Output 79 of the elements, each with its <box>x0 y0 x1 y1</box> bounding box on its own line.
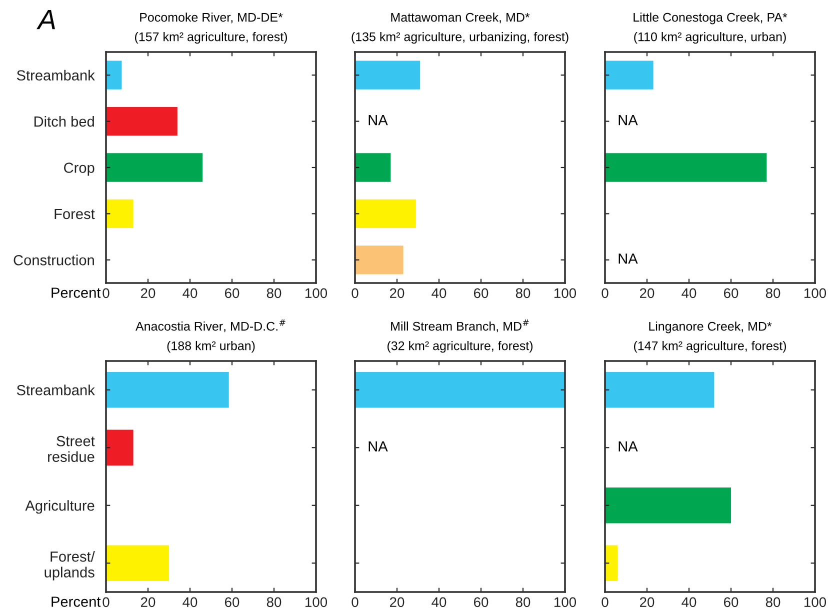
bar <box>605 372 714 408</box>
chart-title: Pocomoke River, MD-DE* <box>140 12 283 24</box>
x-tick-label: 100 <box>305 288 328 298</box>
chart-title: Anacostia River, MD-D.C.$^{#}$ <box>136 320 286 332</box>
x-tick-label: 100 <box>554 597 576 608</box>
text: NA <box>618 254 638 264</box>
bar <box>355 199 416 228</box>
bar <box>106 106 178 136</box>
x-tick-label: 60 <box>474 597 488 608</box>
chart-title: Linganore Creek, MD* <box>649 322 772 334</box>
y-tick-label: Street residue <box>48 436 95 462</box>
y-tick-label: Agriculture <box>25 500 94 514</box>
x-tick-label: 0 <box>102 597 110 608</box>
bar <box>355 246 404 274</box>
chart-title: Little Conestoga Creek, PA* <box>634 12 788 24</box>
bar <box>106 153 203 182</box>
x-tick-label: 80 <box>766 288 780 298</box>
bar <box>106 60 122 90</box>
x-tick-label: 80 <box>266 288 282 298</box>
x-tick-label: 80 <box>766 597 780 608</box>
y-tick-label: Streambank <box>16 384 95 396</box>
y-tick-label: Crop <box>64 162 94 176</box>
chart-title: Mattawoman Creek, MD* <box>391 12 530 24</box>
x-tick-label: 40 <box>182 288 198 298</box>
x-tick-label: 60 <box>724 288 738 298</box>
x-tick-label: 20 <box>640 288 654 298</box>
y-tick-label: Construction <box>14 254 94 266</box>
x-tick-label: 40 <box>432 597 446 608</box>
x-tick-label: 80 <box>266 597 282 608</box>
y-tick-label: Ditch bed <box>34 116 94 127</box>
x-tick-label: 60 <box>474 288 488 298</box>
x-tick-label: 20 <box>640 597 654 608</box>
x-tick-label: 40 <box>682 597 696 608</box>
y-tick-label: Streambank <box>16 70 95 81</box>
x-tick-label: 0 <box>352 597 358 608</box>
chart-subtitle: (147 km² agriculture, forest) <box>634 341 786 353</box>
chart-subtitle: (110 km² agriculture, urban) <box>634 32 786 44</box>
bar <box>106 372 229 408</box>
x-tick-label: 60 <box>224 597 240 608</box>
chart-subtitle: (188 km² urban) <box>167 341 255 353</box>
x-tick-label: 100 <box>554 288 576 298</box>
x-tick-label: 20 <box>390 288 404 298</box>
x-tick-label: 100 <box>804 597 826 608</box>
y-tick-label: Forest/ uplands <box>44 551 95 580</box>
x-tick-label: 20 <box>390 597 404 608</box>
bar <box>106 430 134 466</box>
x-tick-label: 40 <box>182 597 198 608</box>
x-tick-label: 100 <box>804 288 826 298</box>
bar <box>605 487 731 524</box>
x-tick-label: 80 <box>516 288 530 298</box>
x-tick-label: 0 <box>352 288 358 298</box>
x-tick-label: 80 <box>516 597 530 608</box>
bar <box>106 199 134 228</box>
x-axis-title: Percent <box>52 596 101 607</box>
text: NA <box>618 115 638 126</box>
x-tick-label: 40 <box>432 288 446 298</box>
x-tick-label: 20 <box>140 288 156 298</box>
text: A <box>36 10 55 30</box>
x-tick-label: 0 <box>102 288 110 298</box>
text: NA <box>368 115 388 126</box>
x-tick-label: 0 <box>602 597 608 608</box>
y-tick-label: Forest <box>54 208 95 220</box>
text: NA <box>368 441 388 452</box>
bar <box>355 153 391 182</box>
chart-subtitle: (32 km² agriculture, forest) <box>387 341 533 353</box>
text: NA <box>618 441 638 452</box>
x-tick-label: 60 <box>224 288 240 298</box>
x-axis-title: Percent <box>52 288 101 298</box>
chart-title: Mill Stream Branch, MD$^{#}$ <box>391 320 529 332</box>
bar <box>106 545 169 582</box>
x-tick-label: 20 <box>140 597 156 608</box>
x-tick-label: 0 <box>602 288 608 298</box>
x-tick-label: 60 <box>724 597 738 608</box>
bar <box>355 60 420 90</box>
x-tick-label: 100 <box>305 597 328 608</box>
chart-subtitle: (157 km² agriculture, forest) <box>135 32 287 44</box>
bar <box>605 545 618 582</box>
x-tick-label: 40 <box>682 288 696 298</box>
chart-subtitle: (135 km² agriculture, urbanizing, forest) <box>352 32 568 44</box>
